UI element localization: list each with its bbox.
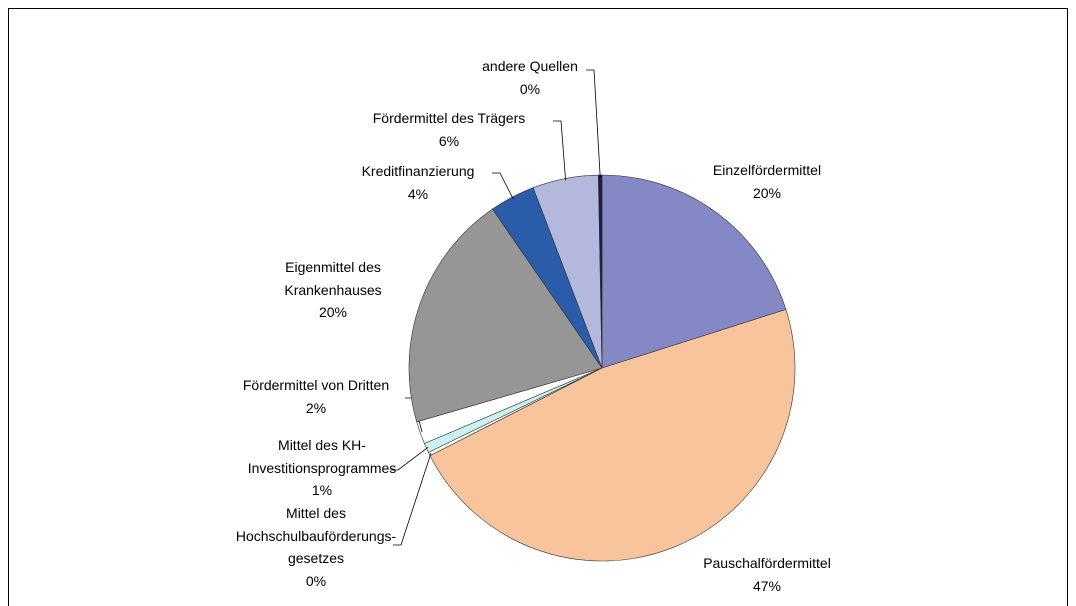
value-label: 0%: [519, 80, 541, 97]
slice-label: Eigenmittel des Krankenhauses 20%: [284, 256, 381, 324]
category-label: Eigenmittel des Krankenhauses: [284, 259, 382, 298]
leader-line: [393, 452, 432, 546]
category-label: Einzelfördermittel: [712, 162, 822, 178]
pie-slice: [601, 174, 787, 369]
chart-frame: [8, 8, 1068, 606]
leader-line: [586, 69, 601, 178]
value-label: 0%: [305, 572, 327, 589]
category-label: andere Quellen: [482, 58, 578, 74]
category-label: Mittel des Hochschulbauförderungs- geset…: [235, 505, 397, 566]
value-label: 20%: [318, 304, 348, 320]
value-label: 1%: [311, 482, 333, 498]
pie-slice: [429, 309, 796, 562]
slice-label: andere Quellen 0%: [482, 55, 578, 100]
value-label: 20%: [752, 184, 782, 201]
slice-label: Mittel des Hochschulbauförderungs- geset…: [236, 502, 396, 592]
value-label: 2%: [305, 399, 327, 416]
slice-label: Mittel des KH- Investitionsprogrammes 1%: [248, 434, 397, 502]
slice-label: Fördermittel des Trägers 6%: [373, 107, 526, 152]
slice-label: Kreditfinanzierung 4%: [362, 160, 475, 205]
value-label: 4%: [407, 185, 429, 202]
category-label: Pauschalfördermittel: [703, 555, 831, 571]
category-label: Mittel des KH- Investitionsprogrammes: [247, 437, 397, 476]
slice-label: Einzelfördermittel 20%: [713, 159, 821, 204]
leader-line: [553, 120, 567, 181]
leader-line: [390, 446, 429, 471]
value-label: 47%: [752, 577, 782, 594]
slice-label: Pauschalfördermittel 47%: [703, 552, 831, 597]
category-label: Kreditfinanzierung: [361, 163, 475, 179]
leader-line: [492, 172, 514, 200]
value-label: 6%: [438, 132, 460, 149]
category-label: Fördermittel des Trägers: [372, 110, 526, 126]
pie-slice: [408, 208, 603, 423]
slice-label: Fördermittel von Dritten 2%: [243, 374, 389, 419]
category-label: Fördermittel von Dritten: [242, 377, 390, 393]
